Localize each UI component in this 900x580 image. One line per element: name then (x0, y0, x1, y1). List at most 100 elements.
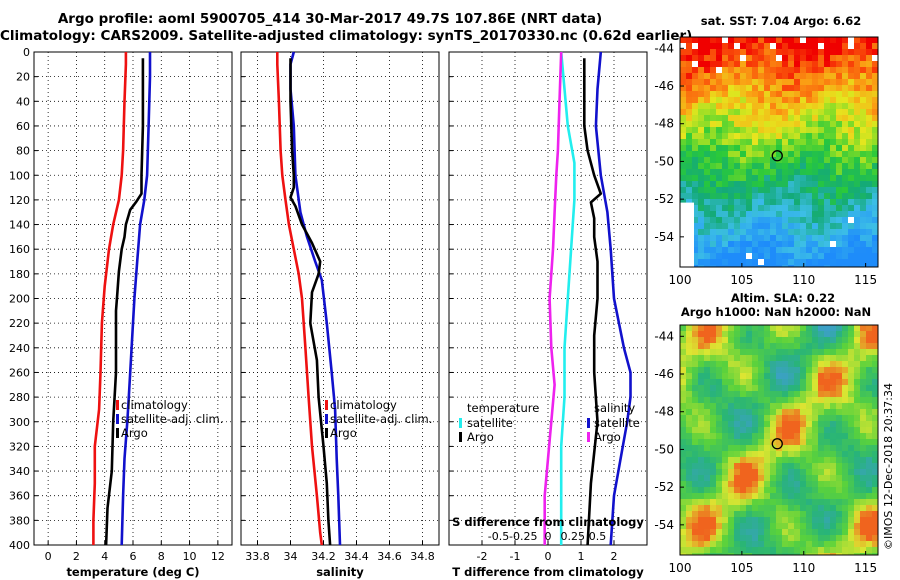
x-axis-label: T difference from climatology (452, 565, 644, 579)
y-tick-label: 400 (9, 539, 30, 552)
legend-swatch (116, 414, 119, 424)
x-tick-label: 8 (158, 550, 165, 563)
x-tick-label: 6 (130, 550, 137, 563)
y-tick-label: 140 (9, 219, 30, 232)
map-y-tick-label: -44 (654, 41, 674, 55)
series-line-argo (289, 58, 332, 546)
map-x-tick-label: 110 (792, 561, 815, 575)
sla-map-subtitle: Argo h1000: NaN h2000: NaN (681, 305, 871, 319)
y-tick-label: 40 (16, 95, 30, 108)
y-tick-label: 160 (9, 243, 30, 256)
y-tick-label: 380 (9, 514, 30, 527)
y-tick-label: 280 (9, 391, 30, 404)
map-x-tick-label: 105 (730, 561, 753, 575)
y-tick-label: 340 (9, 465, 30, 478)
x-tick-label: -1 (510, 550, 521, 563)
x-tick-label-top: -0.25 (509, 530, 537, 543)
x-tick-label-top: 0.25 (561, 530, 586, 543)
sla-map: 100 105 110 115 -44 -46 -48 -50 -52 -54 (654, 324, 879, 575)
legend-swatch (325, 400, 328, 410)
map-frame (679, 36, 879, 268)
map-y-tick-label: -54 (654, 230, 674, 244)
map-x-tick-label: 105 (730, 273, 753, 287)
map-cells (680, 325, 878, 555)
x-tick-label: 34.8 (410, 550, 435, 563)
legend-swatch (325, 428, 328, 438)
plot-title-line1: Argo profile: aoml 5900705_414 30-Mar-20… (57, 11, 603, 27)
x-tick-label: 33.8 (245, 550, 270, 563)
map-x-tick-label: 100 (669, 273, 692, 287)
x-tick-label: 34.2 (311, 550, 336, 563)
x-tick-label: 0 (45, 550, 52, 563)
argo-position-marker (771, 438, 783, 450)
map-y-tick-label: -50 (654, 442, 674, 456)
panel-temperature: 0204060801001201401601802002202402602803… (9, 46, 233, 579)
x-tick-label: 34.4 (344, 550, 369, 563)
y-tick-label: 60 (16, 120, 30, 133)
y-tick-label: 120 (9, 194, 30, 207)
x-tick-label-top: 0.5 (589, 530, 607, 543)
y-tick-label: 20 (16, 71, 30, 84)
legend-label: Argo (467, 430, 494, 444)
series-line-argo (104, 58, 145, 546)
plot-title-line2: Climatology: CARS2009. Satellite-adjuste… (0, 28, 693, 44)
y-tick-label: 0 (23, 46, 30, 59)
y-tick-label: 80 (16, 145, 30, 158)
argo-position-marker (771, 150, 783, 162)
x-tick-label: 4 (101, 550, 108, 563)
map-frame (679, 324, 879, 556)
legend-swatch (459, 418, 462, 428)
y-tick-label: 300 (9, 416, 30, 429)
map-y-tick-label: -50 (654, 154, 674, 168)
x-tick-label: 34.6 (377, 550, 402, 563)
credit-text: ©IMOS 12-Dec-2018 20:37:34 (882, 383, 895, 550)
y-tick-label: 180 (9, 268, 30, 281)
series-line-s-argo (543, 51, 563, 545)
x-axis-label: temperature (deg C) (66, 565, 199, 579)
x-tick-label: 34 (284, 550, 298, 563)
legend-label: climatology (330, 398, 397, 412)
legend-label: satellite (594, 416, 640, 430)
map-y-tick-label: -52 (654, 192, 674, 206)
map-y-tick-label: -46 (654, 367, 674, 381)
map-x-tick-label: 115 (854, 273, 877, 287)
legend-title-temperature: temperature (467, 401, 539, 415)
sst-map: 100 105 110 115 -44 -46 -48 -50 -52 -54 (654, 36, 879, 287)
missing-data (680, 202, 694, 267)
legend-label: satellite (467, 416, 513, 430)
series-line-climatology (92, 52, 128, 545)
x-axis-label-top: S difference from climatology (452, 515, 644, 529)
x-tick-label-top: 0 (545, 530, 552, 543)
panel-salinity: 33.8 34 34.2 34.4 34.6 34.8 salinity climatolog… (240, 51, 440, 579)
x-tick-label: 1 (578, 550, 585, 563)
x-tick-label: 12 (211, 550, 225, 563)
map-y-tick-label: -52 (654, 480, 674, 494)
panel-difference: -2 -1 0 1 2 T difference from climatology temp… (448, 51, 648, 579)
map-x-tick-label: 115 (854, 561, 877, 575)
y-tick-label: 220 (9, 317, 30, 330)
map-x-tick-label: 110 (792, 273, 815, 287)
x-tick-label: 2 (73, 550, 80, 563)
y-tick-label: 100 (9, 169, 30, 182)
x-tick-label: 0 (545, 550, 552, 563)
map-y-tick-label: -48 (654, 117, 674, 131)
series-line-s-satellite (594, 51, 632, 546)
legend-label: Argo (121, 426, 148, 440)
legend-label: Argo (594, 430, 621, 444)
y-tick-label: 360 (9, 490, 30, 503)
map-y-tick-label: -54 (654, 518, 674, 532)
legend-swatch (325, 414, 328, 424)
legend-swatch (587, 418, 590, 428)
series-line-climatology (275, 52, 324, 546)
x-tick-label: -2 (477, 550, 488, 563)
x-tick-label: 10 (183, 550, 197, 563)
series-line-satellite-adj-clim- (120, 52, 152, 546)
legend-swatch (459, 432, 462, 442)
x-tick-label: 2 (611, 550, 618, 563)
map-y-tick-label: -46 (654, 79, 674, 93)
legend-swatch (116, 428, 119, 438)
legend-label: satellite-adj. clim. (121, 412, 223, 426)
map-cells (680, 37, 878, 267)
map-y-tick-label: -48 (654, 405, 674, 419)
